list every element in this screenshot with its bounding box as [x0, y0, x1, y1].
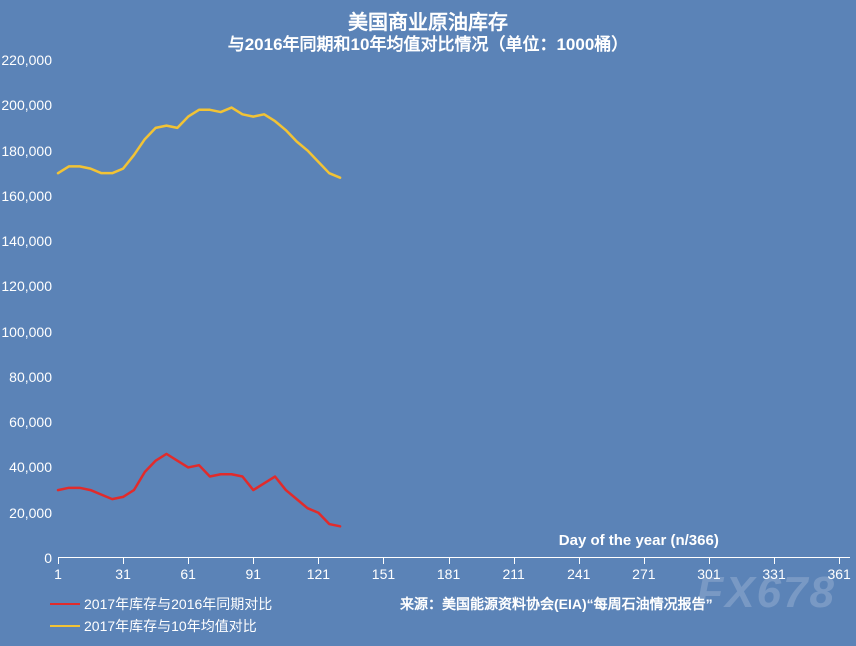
x-tick-label: 1 — [54, 566, 62, 582]
legend-item: 2017年库存与2016年同期对比 — [50, 594, 272, 614]
y-tick-label: 220,000 — [1, 52, 52, 68]
legend-label: 2017年库存与2016年同期对比 — [84, 594, 272, 614]
y-tick-label: 140,000 — [1, 233, 52, 249]
x-tick-mark — [188, 558, 189, 564]
legend-swatch — [50, 603, 80, 606]
y-tick-label: 60,000 — [9, 414, 52, 430]
x-tick-mark — [58, 558, 59, 564]
x-tick-label: 61 — [180, 566, 196, 582]
x-tick-label: 301 — [697, 566, 720, 582]
x-tick-mark — [579, 558, 580, 564]
x-tick-label: 151 — [372, 566, 395, 582]
x-tick-label: 331 — [762, 566, 785, 582]
x-tick-mark — [123, 558, 124, 564]
source-text: 来源：美国能源资料协会(EIA)“每周石油情况报告” — [400, 594, 713, 614]
y-tick-label: 160,000 — [1, 188, 52, 204]
y-tick-label: 200,000 — [1, 97, 52, 113]
plot-area: 020,00040,00060,00080,000100,000120,0001… — [58, 60, 850, 558]
series-line — [58, 108, 340, 178]
x-tick-mark — [514, 558, 515, 564]
x-tick-label: 211 — [502, 566, 524, 582]
x-tick-label: 121 — [307, 566, 330, 582]
y-tick-label: 100,000 — [1, 324, 52, 340]
x-tick-mark — [774, 558, 775, 564]
x-tick-mark — [839, 558, 840, 564]
legend-item: 2017年库存与10年均值对比 — [50, 616, 272, 636]
x-tick-mark — [709, 558, 710, 564]
y-tick-label: 20,000 — [9, 505, 52, 521]
x-tick-mark — [644, 558, 645, 564]
x-tick-mark — [383, 558, 384, 564]
series-line — [58, 454, 340, 526]
y-tick-label: 180,000 — [1, 143, 52, 159]
y-tick-label: 40,000 — [9, 459, 52, 475]
x-tick-mark — [253, 558, 254, 564]
x-tick-label: 31 — [115, 566, 131, 582]
x-tick-label: 361 — [827, 566, 850, 582]
x-axis-label: Day of the year (n/366) — [559, 532, 719, 549]
chart-subtitle: 与2016年同期和10年均值对比情况（单位：1000桶） — [228, 30, 629, 55]
x-tick-label: 271 — [632, 566, 655, 582]
legend-swatch — [50, 625, 80, 628]
y-tick-label: 80,000 — [9, 369, 52, 385]
x-tick-label: 91 — [245, 566, 261, 582]
legend: 2017年库存与2016年同期对比2017年库存与10年均值对比 — [50, 592, 272, 636]
x-tick-label: 181 — [437, 566, 460, 582]
y-tick-label: 0 — [44, 550, 52, 566]
y-tick-label: 120,000 — [1, 278, 52, 294]
x-tick-mark — [318, 558, 319, 564]
x-tick-label: 241 — [567, 566, 590, 582]
series-svg — [58, 60, 850, 558]
chart-container: 美国商业原油库存 与2016年同期和10年均值对比情况（单位：1000桶） 02… — [0, 0, 856, 646]
legend-label: 2017年库存与10年均值对比 — [84, 616, 257, 636]
x-tick-mark — [449, 558, 450, 564]
